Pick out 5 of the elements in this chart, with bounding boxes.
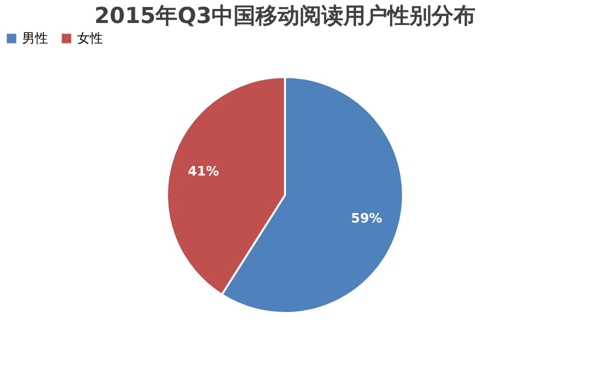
data-label: 59%: [351, 212, 382, 227]
legend-label: 女性: [77, 32, 103, 47]
legend-label: 男性: [22, 32, 48, 47]
data-label: 41%: [188, 164, 219, 180]
chart-title: 2015年Q3中国移动阅读用户性别分布: [94, 3, 476, 29]
